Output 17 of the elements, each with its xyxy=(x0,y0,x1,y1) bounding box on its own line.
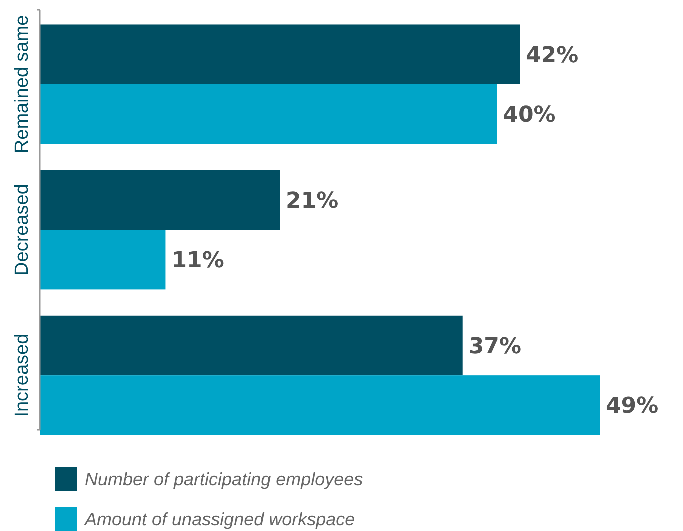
data-label: 49% xyxy=(606,394,659,420)
y-tick-label: Remained same xyxy=(12,15,33,154)
bar xyxy=(40,230,166,290)
bar xyxy=(40,316,463,376)
data-label: 37% xyxy=(468,334,522,360)
data-label: 21% xyxy=(286,188,339,214)
bar xyxy=(40,24,520,84)
y-tick-label: Decreased xyxy=(12,184,33,276)
bar xyxy=(40,170,280,230)
y-tick-label: Increased xyxy=(12,334,33,418)
bar xyxy=(40,84,498,144)
data-label: 40% xyxy=(503,102,556,128)
bar xyxy=(40,376,600,436)
legend-label: Amount of unassigned workspace xyxy=(84,509,356,530)
data-label: 42% xyxy=(526,43,579,68)
data-label: 11% xyxy=(172,248,224,274)
legend-label: Number of participating employees xyxy=(85,469,364,490)
